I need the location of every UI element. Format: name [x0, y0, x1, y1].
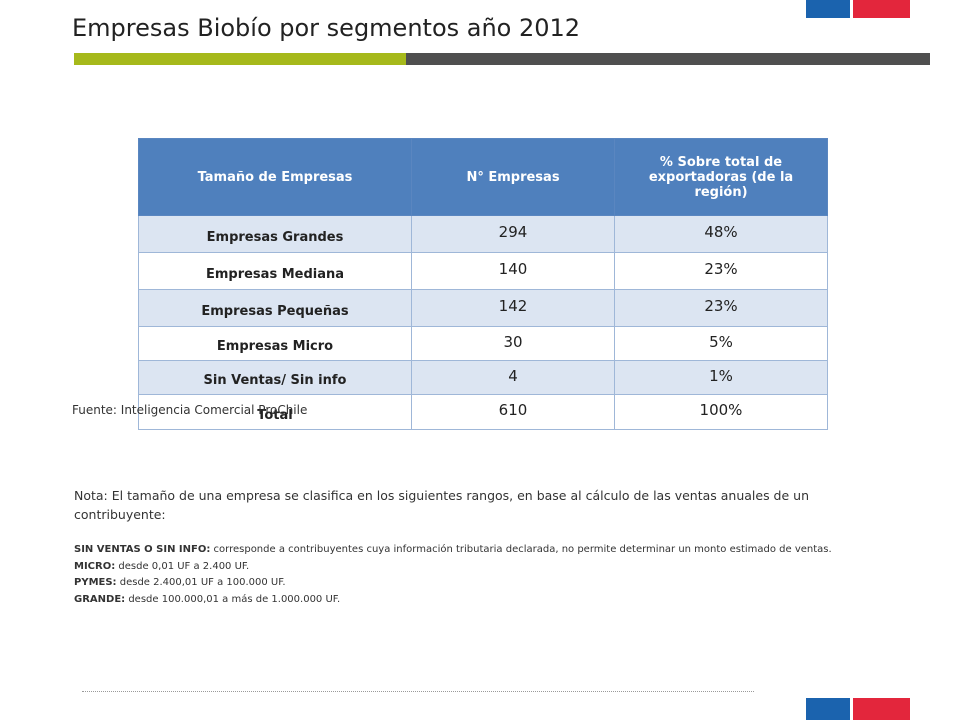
row-size-name: Empresas Pequeñas — [138, 289, 412, 327]
definition-item: GRANDE: desde 100.000,01 a más de 1.000.… — [74, 592, 884, 609]
row-percentage: 1% — [614, 360, 828, 395]
title-underline-green — [74, 53, 406, 65]
flag-blue-block — [806, 698, 850, 720]
table-row: Sin Ventas/ Sin info 4 1% — [138, 360, 828, 395]
row-count: 30 — [411, 326, 615, 361]
row-size-name: Empresas Mediana — [138, 252, 412, 290]
row-percentage: 23% — [614, 289, 828, 327]
header-percentage: % Sobre total de exportadoras (de la reg… — [614, 138, 828, 216]
definition-text: desde 2.400,01 UF a 100.000 UF. — [116, 577, 286, 588]
row-count: 142 — [411, 289, 615, 327]
row-percentage: 48% — [614, 215, 828, 253]
row-count: 140 — [411, 252, 615, 290]
definition-text: desde 100.000,01 a más de 1.000.000 UF. — [125, 593, 341, 605]
definition-item: SIN VENTAS O SIN INFO: corresponde a con… — [74, 542, 884, 559]
row-percentage: 23% — [614, 252, 828, 290]
table-row: Empresas Grandes 294 48% — [138, 215, 828, 253]
source-caption: Fuente: Inteligencia Comercial ProChile — [72, 403, 308, 417]
row-percentage: 5% — [614, 326, 828, 361]
flag-red-block — [853, 698, 910, 720]
definition-item: PYMES: desde 2.400,01 UF a 100.000 UF. — [74, 575, 884, 592]
table-row: Empresas Pequeñas 142 23% — [138, 289, 828, 327]
definition-item: MICRO: desde 0,01 UF a 2.400 UF. — [74, 559, 884, 576]
row-percentage: 100% — [614, 394, 828, 430]
definition-text: desde 0,01 UF a 2.400 UF. — [115, 560, 250, 572]
flag-decoration-bottom — [806, 698, 910, 720]
header-company-count: N° Empresas — [411, 138, 615, 216]
row-count: 294 — [411, 215, 615, 253]
title-underline-gray — [406, 53, 930, 65]
definition-term: GRANDE: — [74, 593, 126, 605]
row-count: 610 — [411, 394, 615, 430]
table-header-row: Tamaño de Empresas N° Empresas % Sobre t… — [138, 138, 828, 216]
row-count: 4 — [411, 360, 615, 395]
page-title: Empresas Biobío por segmentos año 2012 — [72, 14, 581, 42]
definition-text: corresponde a contribuyentes cuya inform… — [210, 544, 832, 555]
definition-term: SIN VENTAS O SIN INFO: — [74, 544, 211, 555]
row-size-name: Empresas Grandes — [138, 215, 412, 253]
footer-dotted-divider — [82, 691, 754, 692]
definitions-list: SIN VENTAS O SIN INFO: corresponde a con… — [74, 542, 884, 608]
definition-term: PYMES: — [74, 577, 117, 588]
table-row: Empresas Micro 30 5% — [138, 326, 828, 361]
header-company-size: Tamaño de Empresas — [138, 138, 412, 216]
flag-blue-block — [806, 0, 850, 18]
row-size-name: Sin Ventas/ Sin info — [138, 360, 412, 395]
note-paragraph: Nota: El tamaño de una empresa se clasif… — [74, 488, 810, 522]
table-row: Empresas Mediana 140 23% — [138, 252, 828, 290]
definition-term: MICRO: — [74, 560, 116, 572]
companies-table: Tamaño de Empresas N° Empresas % Sobre t… — [138, 138, 828, 430]
flag-red-block — [853, 0, 910, 18]
row-size-name: Empresas Micro — [138, 326, 412, 361]
table-row-total: Total 610 100% — [138, 394, 828, 430]
flag-decoration-top — [806, 0, 910, 18]
row-size-name: Total — [138, 394, 412, 430]
